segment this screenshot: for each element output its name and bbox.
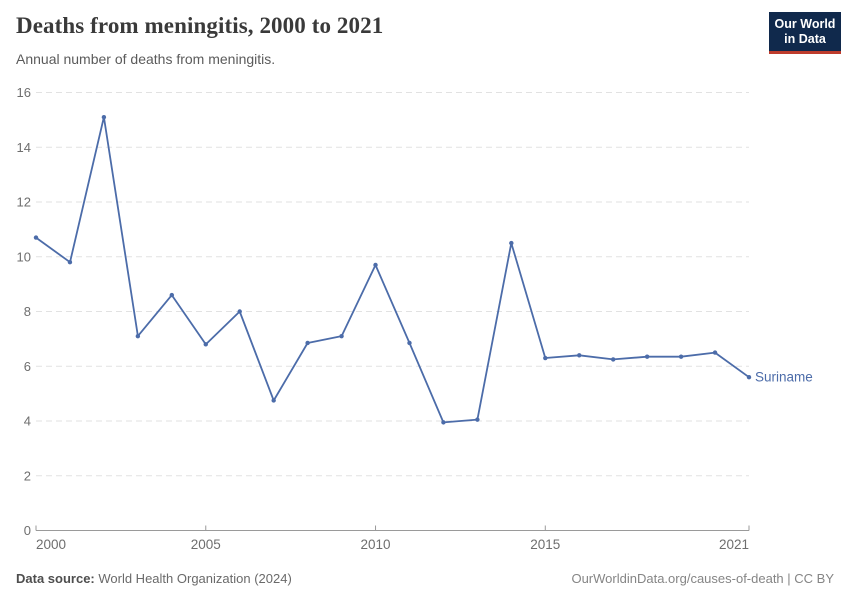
- chart-subtitle: Annual number of deaths from meningitis.: [16, 51, 276, 67]
- owid-logo-line1: Our World: [774, 17, 836, 31]
- svg-text:2021: 2021: [719, 537, 749, 552]
- series-markers: [33, 114, 752, 425]
- x-axis: 2000 2005 2010 2015 2021: [35, 525, 750, 552]
- svg-text:4: 4: [24, 414, 31, 429]
- series-end-label[interactable]: Suriname: [755, 370, 813, 385]
- svg-text:0: 0: [24, 523, 31, 538]
- data-source-label: Data source:: [16, 571, 95, 586]
- svg-text:2: 2: [24, 468, 31, 483]
- data-source-value: World Health Organization (2024): [94, 571, 292, 586]
- svg-text:14: 14: [17, 140, 31, 155]
- gridlines: [36, 92, 749, 477]
- svg-text:2010: 2010: [361, 537, 391, 552]
- data-source: Data source: World Health Organization (…: [16, 571, 292, 586]
- series-line-suriname[interactable]: [35, 116, 750, 424]
- owid-logo[interactable]: Our World in Data: [769, 12, 841, 54]
- svg-text:2015: 2015: [530, 537, 560, 552]
- owid-logo-line2: in Data: [784, 32, 826, 46]
- chart-footer: Data source: World Health Organization (…: [16, 571, 834, 586]
- svg-text:2005: 2005: [191, 537, 221, 552]
- svg-text:6: 6: [24, 359, 31, 374]
- svg-text:16: 16: [17, 85, 31, 100]
- chart-header: Deaths from meningitis, 2000 to 2021 Ann…: [0, 0, 850, 80]
- chart-title: Deaths from meningitis, 2000 to 2021: [16, 13, 384, 38]
- svg-text:12: 12: [17, 195, 31, 210]
- svg-text:10: 10: [17, 249, 31, 264]
- svg-text:8: 8: [24, 304, 31, 319]
- y-axis-labels: 0 2 4 6 8 10 12 14 16: [17, 85, 31, 538]
- attribution-link[interactable]: OurWorldinData.org/causes-of-death | CC …: [571, 571, 834, 586]
- svg-text:2000: 2000: [36, 537, 66, 552]
